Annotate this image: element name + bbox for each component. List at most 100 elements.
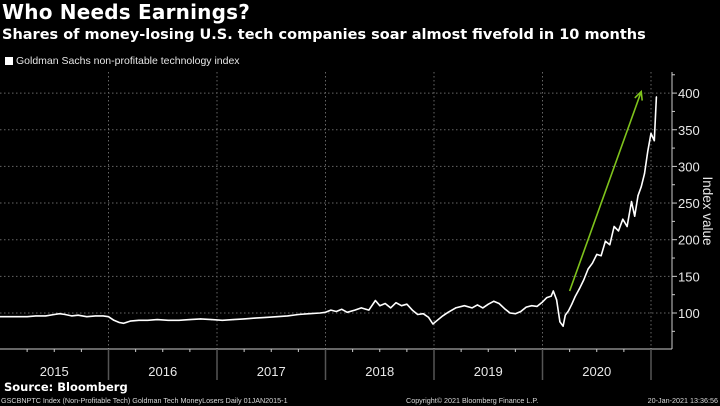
data-point <box>107 316 110 318</box>
y-axis-label: Index value <box>700 176 715 245</box>
x-tick-label-2018: 2018 <box>365 364 394 379</box>
data-point <box>254 317 256 319</box>
data-point <box>578 288 580 290</box>
data-point <box>487 303 489 305</box>
x-ticks: 2015 2016 2017 2018 2019 2020 <box>26 349 652 380</box>
data-point <box>422 313 424 315</box>
data-point <box>335 310 337 313</box>
data-point <box>59 313 61 315</box>
data-point <box>432 323 434 325</box>
data-point <box>476 304 478 306</box>
series-line-0 <box>0 96 658 328</box>
data-point <box>146 319 149 321</box>
data-point <box>276 316 278 318</box>
data-point <box>541 301 544 303</box>
data-point <box>455 307 457 309</box>
data-point <box>617 230 620 232</box>
data-point <box>411 309 413 311</box>
data-point <box>243 318 245 320</box>
x-tick-label-2019: 2019 <box>474 364 503 379</box>
data-point <box>650 132 652 135</box>
data-point <box>16 316 18 318</box>
data-point <box>265 316 267 318</box>
ticker-info: GSCBNPTC Index (Non-Profitable Tech) Gol… <box>1 396 288 405</box>
data-point <box>8 316 10 318</box>
data-point <box>232 318 234 321</box>
data-point <box>374 299 377 302</box>
data-point <box>640 186 642 188</box>
data-point <box>189 318 191 321</box>
data-point <box>653 140 655 142</box>
data-point <box>35 315 37 317</box>
data-point <box>64 313 66 316</box>
data-point <box>210 318 213 321</box>
data-point <box>436 319 438 321</box>
copyright: Copyright© 2021 Bloomberg Finance L.P. <box>406 396 539 405</box>
data-point <box>129 320 131 322</box>
legend-swatch <box>5 57 13 65</box>
annotation-arrow-line <box>568 91 642 292</box>
data-point <box>562 325 564 327</box>
data-point <box>384 302 386 305</box>
data-point <box>559 321 561 323</box>
data-point <box>118 321 120 324</box>
data-point <box>94 315 97 317</box>
data-point <box>308 313 310 315</box>
data-point <box>637 195 639 197</box>
data-point <box>525 306 527 308</box>
data-point <box>600 255 602 257</box>
y-tick-label-350: 350 <box>678 123 700 138</box>
y-tick-label-300: 300 <box>678 159 700 174</box>
chart-subtitle: Shares of money-losing U.S. tech compani… <box>2 27 646 43</box>
data-point <box>77 314 79 316</box>
data-point <box>167 319 169 321</box>
y-tick-label-250: 250 <box>678 196 700 211</box>
data-point <box>138 319 140 321</box>
data-point <box>406 303 408 305</box>
data-point <box>564 314 566 316</box>
data-point <box>368 309 370 311</box>
data-point <box>520 310 522 313</box>
data-point <box>556 299 558 301</box>
data-point <box>417 313 419 316</box>
chart-title: Who Needs Earnings? <box>2 0 251 24</box>
data-point <box>442 315 444 317</box>
data-point <box>346 311 348 313</box>
data-point <box>503 308 506 310</box>
data-point <box>613 225 615 228</box>
legend: Goldman Sachs non-profitable technology … <box>5 55 240 67</box>
legend-label: Goldman Sachs non-profitable technology … <box>16 55 240 67</box>
data-point <box>0 316 1 318</box>
data-point <box>427 316 430 318</box>
data-point <box>471 307 473 309</box>
data-point <box>634 215 636 217</box>
axes <box>0 72 673 350</box>
data-point <box>587 268 589 270</box>
data-point <box>113 319 115 321</box>
timestamp: 20-Jan-2021 13:36:56 <box>647 396 718 405</box>
y-tick-label-400: 400 <box>678 86 700 101</box>
data-point <box>655 96 658 98</box>
data-point <box>400 305 403 307</box>
data-point <box>102 315 104 317</box>
data-point <box>447 311 449 313</box>
x-tick-label-2015: 2015 <box>40 364 69 379</box>
data-point <box>498 302 500 305</box>
data-point <box>297 313 299 316</box>
data-point <box>354 309 356 311</box>
data-point <box>26 316 28 318</box>
data-point <box>390 307 392 309</box>
data-point <box>221 319 224 321</box>
data-point <box>514 313 516 315</box>
data-point <box>493 300 495 302</box>
data-point <box>583 279 585 281</box>
y-tick-label-150: 150 <box>678 269 700 284</box>
data-point <box>604 240 607 242</box>
x-tick-label-2017: 2017 <box>257 364 286 379</box>
data-point <box>643 173 646 175</box>
data-point <box>341 308 343 310</box>
annotation-arrow-head <box>634 89 643 101</box>
y-ticks: 100 150 200 250 300 350 400 <box>672 74 700 332</box>
data-point <box>574 296 576 298</box>
